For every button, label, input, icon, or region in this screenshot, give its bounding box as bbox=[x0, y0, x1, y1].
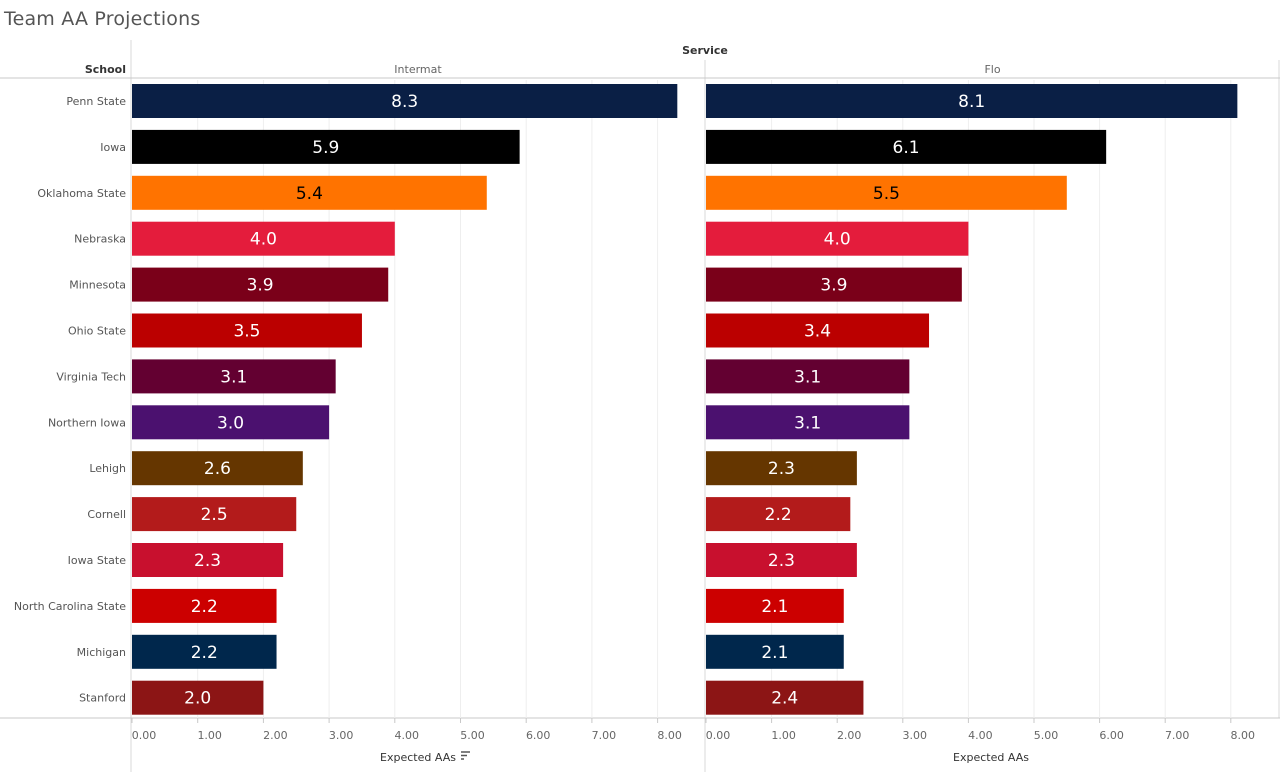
bar-value-label: 3.1 bbox=[220, 367, 247, 387]
bar-ohio-state[interactable] bbox=[132, 313, 362, 348]
bar-value-label: 5.5 bbox=[873, 184, 900, 204]
bar-value-label: 5.9 bbox=[312, 138, 339, 158]
bar-oklahoma-state[interactable] bbox=[706, 175, 1067, 210]
row-label-stanford: Stanford bbox=[79, 692, 126, 705]
x-tick-label: 6.00 bbox=[1099, 729, 1124, 742]
x-tick-label: 7.00 bbox=[1165, 729, 1190, 742]
bar-minnesota[interactable] bbox=[132, 267, 389, 302]
x-tick-label: 8.00 bbox=[657, 729, 682, 742]
x-tick-label: 7.00 bbox=[592, 729, 617, 742]
row-label-iowa: Iowa bbox=[100, 141, 126, 154]
bar-value-label: 5.4 bbox=[296, 184, 323, 204]
x-tick-label: 4.00 bbox=[395, 729, 420, 742]
bar-value-label: 2.6 bbox=[204, 459, 231, 479]
bar-value-label: 8.3 bbox=[391, 92, 418, 112]
x-tick-label: 0.00 bbox=[706, 729, 731, 742]
bar-virginia-tech[interactable] bbox=[706, 359, 910, 394]
bar-value-label: 3.0 bbox=[217, 413, 244, 433]
bar-value-label: 2.5 bbox=[201, 505, 228, 525]
bar-north-carolina-state[interactable] bbox=[706, 588, 844, 623]
x-tick-label: 3.00 bbox=[329, 729, 354, 742]
bar-value-label: 8.1 bbox=[958, 92, 985, 112]
bar-iowa[interactable] bbox=[132, 129, 520, 164]
bar-value-label: 3.5 bbox=[233, 322, 260, 342]
bar-north-carolina-state[interactable] bbox=[132, 588, 277, 623]
row-label-north-carolina-state: North Carolina State bbox=[14, 600, 126, 613]
bar-value-label: 2.2 bbox=[191, 597, 218, 617]
bar-oklahoma-state[interactable] bbox=[132, 175, 487, 210]
bar-value-label: 2.3 bbox=[768, 459, 795, 479]
bar-iowa-state[interactable] bbox=[706, 543, 857, 577]
bar-cornell[interactable] bbox=[132, 497, 297, 532]
bar-value-label: 2.1 bbox=[761, 597, 788, 617]
x-tick-label: 8.00 bbox=[1231, 729, 1256, 742]
bar-value-label: 3.1 bbox=[794, 367, 821, 387]
bar-lehigh[interactable] bbox=[706, 451, 857, 486]
bar-value-label: 2.1 bbox=[761, 643, 788, 663]
bar-virginia-tech[interactable] bbox=[132, 359, 336, 394]
bar-penn-state[interactable] bbox=[706, 84, 1238, 118]
bar-penn-state[interactable] bbox=[132, 84, 678, 118]
x-tick-label: 2.00 bbox=[837, 729, 862, 742]
row-label-ohio-state: Ohio State bbox=[68, 325, 126, 338]
bar-stanford[interactable] bbox=[132, 680, 264, 715]
bar-lehigh[interactable] bbox=[132, 451, 303, 486]
x-tick-label: 6.00 bbox=[526, 729, 551, 742]
bar-value-label: 2.2 bbox=[191, 643, 218, 663]
bar-value-label: 2.4 bbox=[771, 689, 798, 709]
x-tick-label: 5.00 bbox=[460, 729, 485, 742]
bar-nebraska[interactable] bbox=[706, 221, 969, 256]
x-tick-label: 2.00 bbox=[263, 729, 288, 742]
row-label-oklahoma-state: Oklahoma State bbox=[37, 187, 126, 200]
row-label-penn-state: Penn State bbox=[66, 95, 126, 108]
bar-value-label: 3.1 bbox=[794, 413, 821, 433]
row-label-cornell: Cornell bbox=[87, 508, 126, 521]
x-tick-label: 0.00 bbox=[132, 729, 157, 742]
bar-minnesota[interactable] bbox=[706, 267, 962, 302]
x-tick-label: 3.00 bbox=[903, 729, 928, 742]
bar-value-label: 4.0 bbox=[250, 230, 277, 250]
bar-value-label: 2.2 bbox=[765, 505, 792, 525]
bar-value-label: 3.9 bbox=[247, 276, 274, 296]
bar-ohio-state[interactable] bbox=[706, 313, 930, 348]
bar-value-label: 6.1 bbox=[893, 138, 920, 158]
panel-header-intermat: Intermat bbox=[394, 63, 442, 76]
bar-value-label: 3.4 bbox=[804, 322, 831, 342]
row-label-virginia-tech: Virginia Tech bbox=[56, 370, 126, 383]
x-tick-label: 1.00 bbox=[197, 729, 222, 742]
x-tick-label: 4.00 bbox=[968, 729, 993, 742]
row-label-lehigh: Lehigh bbox=[89, 462, 126, 475]
bar-michigan[interactable] bbox=[706, 634, 844, 669]
bar-value-label: 4.0 bbox=[824, 230, 851, 250]
bar-value-label: 2.3 bbox=[194, 551, 221, 571]
school-header: School bbox=[85, 63, 126, 76]
bar-iowa[interactable] bbox=[706, 129, 1107, 164]
bar-cornell[interactable] bbox=[706, 497, 851, 532]
row-label-northern-iowa: Northern Iowa bbox=[48, 416, 126, 429]
bar-value-label: 2.0 bbox=[184, 689, 211, 709]
x-tick-label: 5.00 bbox=[1034, 729, 1059, 742]
x-axis-title: Expected AAs bbox=[953, 751, 1029, 764]
bar-iowa-state[interactable] bbox=[132, 543, 284, 577]
x-axis-title: Expected AAs bbox=[380, 751, 456, 764]
bar-northern-iowa[interactable] bbox=[706, 405, 910, 440]
bar-nebraska[interactable] bbox=[132, 221, 395, 256]
bar-value-label: 3.9 bbox=[820, 276, 847, 296]
x-tick-label: 1.00 bbox=[771, 729, 796, 742]
row-label-nebraska: Nebraska bbox=[74, 233, 126, 246]
row-label-michigan: Michigan bbox=[77, 646, 126, 659]
panel-header-flo: Flo bbox=[984, 63, 1000, 76]
bar-value-label: 2.3 bbox=[768, 551, 795, 571]
row-label-iowa-state: Iowa State bbox=[68, 554, 127, 567]
bar-michigan[interactable] bbox=[132, 634, 277, 669]
bar-northern-iowa[interactable] bbox=[132, 405, 330, 440]
chart-title: Team AA Projections bbox=[4, 8, 201, 30]
row-label-minnesota: Minnesota bbox=[69, 279, 126, 292]
service-header: Service bbox=[682, 44, 728, 57]
bar-stanford[interactable] bbox=[706, 680, 864, 715]
